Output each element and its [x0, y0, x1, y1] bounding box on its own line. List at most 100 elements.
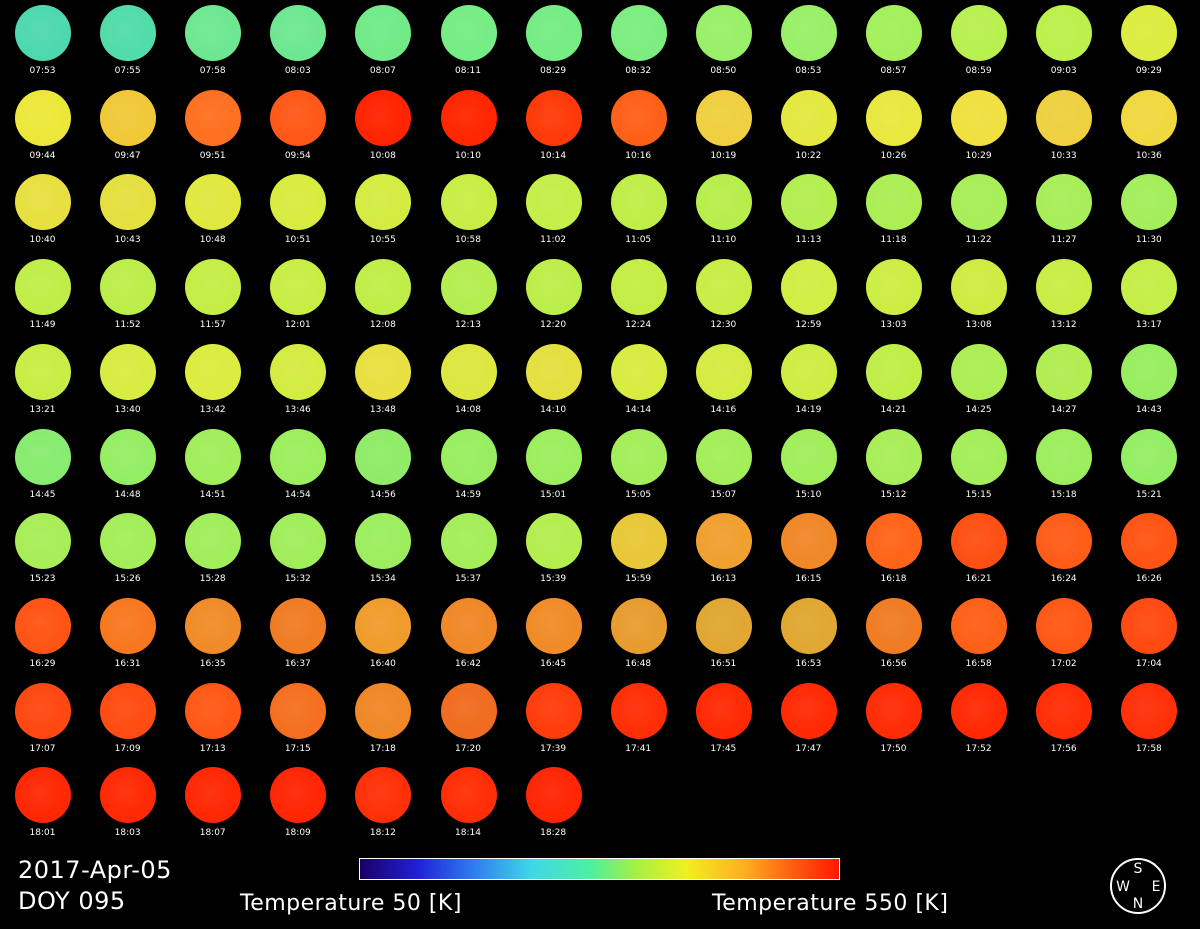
frame-time-label: 12:08: [369, 320, 396, 331]
thermal-frame: 16:40: [340, 595, 425, 680]
thermal-frame: 17:15: [255, 680, 340, 765]
temperature-disc: [355, 89, 412, 146]
frame-time-label: 18:01: [29, 828, 56, 839]
frame-time-label: 11:10: [710, 235, 737, 246]
temperature-disc: [1121, 259, 1178, 316]
frame-time-label: 16:26: [1135, 574, 1162, 585]
temperature-disc: [1121, 428, 1178, 485]
thermal-frame: 18:09: [255, 764, 340, 849]
thermal-frame: 17:09: [85, 680, 170, 765]
frame-time-label: 11:49: [29, 320, 56, 331]
thermal-frame: 15:28: [170, 510, 255, 595]
temperature-disc: [780, 597, 837, 654]
temperature-disc: [440, 767, 497, 824]
temperature-disc: [440, 343, 497, 400]
frame-time-label: 08:50: [710, 66, 737, 76]
thermal-frame: 17:13: [170, 680, 255, 765]
temperature-disc: [780, 259, 837, 316]
thermal-frame: 13:42: [170, 341, 255, 426]
frame-time-label: 14:10: [540, 404, 567, 415]
frame-time-label: 16:40: [369, 658, 396, 669]
frame-time-label: 17:09: [114, 743, 141, 754]
temperature-disc: [951, 5, 1008, 61]
frame-time-label: 16:21: [965, 574, 992, 585]
frame-time-label: 16:37: [284, 658, 311, 669]
temperature-disc: [780, 343, 837, 400]
thermal-frame: 16:21: [936, 510, 1021, 595]
temperature-disc: [525, 428, 582, 485]
thermal-frame: 09:29: [1106, 2, 1191, 87]
temperature-disc: [185, 682, 242, 739]
temperature-disc: [1036, 428, 1093, 485]
temperature-disc: [866, 5, 922, 61]
frame-time-label: 07:53: [29, 66, 56, 76]
thermal-frame: 08:11: [426, 2, 511, 87]
thermal-frame: 14:48: [85, 426, 170, 511]
frame-time-label: 15:07: [710, 489, 737, 500]
thermal-frame: 08:59: [936, 2, 1021, 87]
temperature-disc: [440, 89, 497, 146]
temperature-disc: [270, 259, 327, 316]
frame-time-label: 11:18: [880, 235, 907, 246]
frame-time-label: 17:47: [795, 743, 822, 754]
thermal-frame: 11:05: [596, 171, 681, 256]
thermal-frame: 10:29: [936, 87, 1021, 172]
temperature-disc: [440, 682, 497, 739]
thermal-frame: 13:08: [936, 256, 1021, 341]
thermal-frame: 14:43: [1106, 341, 1191, 426]
frame-time-label: 14:45: [29, 489, 56, 500]
frame-time-label: 13:42: [199, 404, 226, 415]
frame-time-label: 13:08: [965, 320, 992, 331]
temperature-disc: [1036, 682, 1093, 739]
frame-time-label: 15:37: [455, 574, 481, 585]
temperature-disc: [15, 259, 71, 316]
temperature-disc: [780, 89, 837, 146]
thermal-frame: 15:10: [766, 426, 851, 511]
temperature-disc: [780, 174, 837, 231]
frame-time-label: 11:13: [795, 235, 822, 246]
frame-time-label: 16:35: [199, 658, 226, 669]
thermal-frame: 11:49: [0, 256, 85, 341]
thermal-frame: 15:18: [1021, 426, 1106, 511]
thermal-frame: 11:13: [766, 171, 851, 256]
frame-time-label: 10:14: [540, 150, 567, 161]
temperature-disc: [610, 174, 667, 231]
frame-time-label: 15:26: [114, 574, 141, 585]
frame-time-label: 08:59: [965, 66, 992, 76]
frame-time-label: 16:31: [114, 658, 141, 669]
thermal-frame: 10:14: [511, 87, 596, 172]
colorbar-min-label: Temperature 50 [K]: [240, 891, 462, 916]
temperature-disc: [185, 513, 242, 570]
temperature-disc: [440, 597, 497, 654]
thermal-frame: 08:03: [255, 2, 340, 87]
thermal-frame: 17:39: [511, 680, 596, 765]
thermal-frame: 08:50: [681, 2, 766, 87]
thermal-frame: 08:07: [340, 2, 425, 87]
thermal-frame: 11:02: [511, 171, 596, 256]
frame-time-label: 09:03: [1050, 66, 1077, 76]
thermal-frame: 08:57: [851, 2, 936, 87]
thermal-frame: 17:56: [1021, 680, 1106, 765]
temperature-disc: [525, 174, 582, 231]
temperature-disc: [270, 343, 327, 400]
frame-time-label: 15:15: [965, 489, 992, 500]
temperature-disc: [185, 597, 242, 654]
thermal-frame: 12:01: [255, 256, 340, 341]
temperature-disc: [185, 5, 242, 61]
temperature-disc: [15, 428, 71, 485]
frame-time-label: 10:22: [795, 150, 822, 161]
temperature-disc: [100, 174, 157, 231]
frame-time-label: 16:45: [540, 658, 567, 669]
thermal-frame: 16:15: [766, 510, 851, 595]
frame-time-label: 17:02: [1050, 658, 1077, 669]
thermal-frame: 10:40: [0, 171, 85, 256]
frame-time-label: 14:48: [114, 489, 141, 500]
temperature-disc: [355, 259, 412, 316]
thermal-frame: 12:59: [766, 256, 851, 341]
temperature-disc: [525, 5, 582, 61]
thermal-frame: 16:24: [1021, 510, 1106, 595]
temperature-disc: [440, 428, 497, 485]
temperature-disc: [1121, 343, 1178, 400]
frame-time-label: 13:03: [880, 320, 907, 331]
frame-time-label: 16:42: [455, 658, 481, 669]
